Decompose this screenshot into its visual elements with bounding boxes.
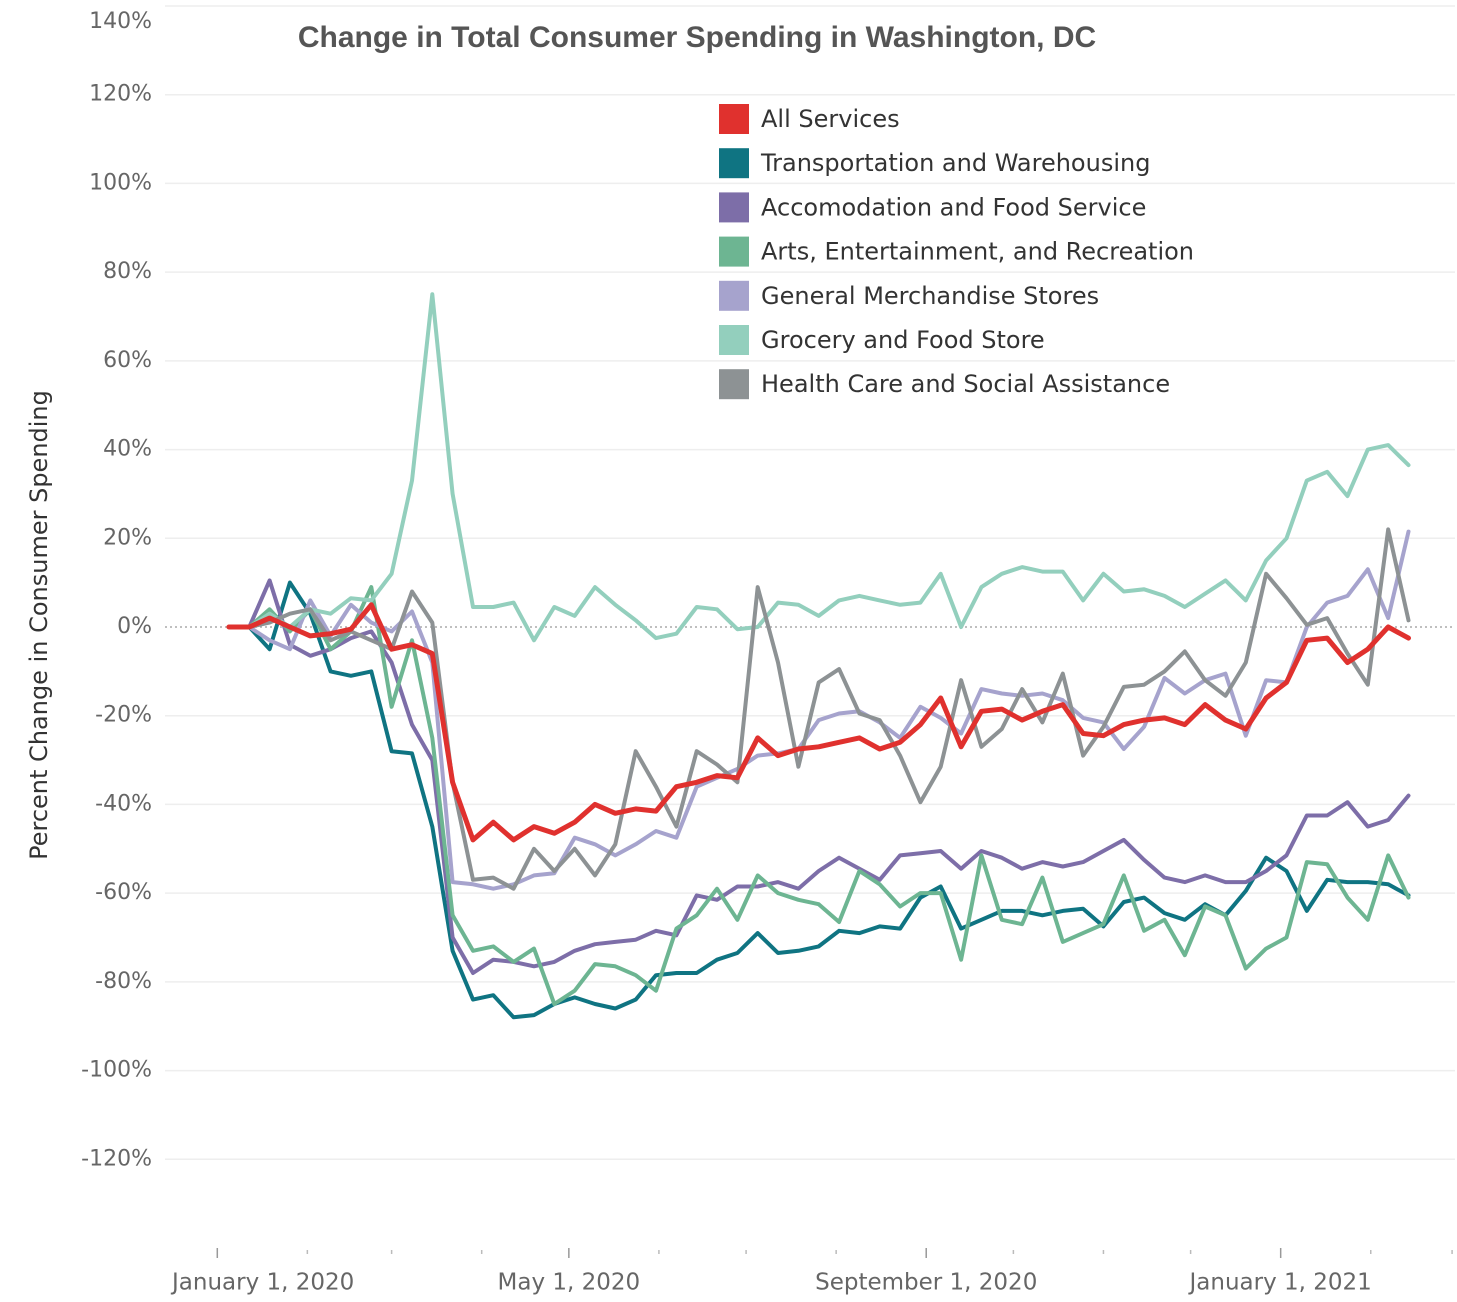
legend-swatch — [719, 369, 749, 400]
legend-label: Grocery and Food Store — [761, 326, 1045, 354]
series-line — [226, 602, 1411, 843]
y-tick-label: 40% — [103, 437, 152, 462]
y-tick-label: -100% — [81, 1058, 152, 1083]
x-tick-label: September 1, 2020 — [815, 1270, 1037, 1296]
y-tick-label: -60% — [95, 880, 152, 905]
legend-swatch — [719, 148, 749, 179]
y-tick-label: 140% — [89, 9, 152, 34]
y-tick-label: 0% — [117, 614, 152, 639]
series-line — [226, 529, 1411, 891]
y-tick-label: 80% — [103, 259, 152, 284]
legend-label: All Services — [761, 105, 900, 133]
chart-title: Change in Total Consumer Spending in Was… — [298, 21, 1096, 54]
legend-label: Transportation and Warehousing — [760, 149, 1150, 177]
series-line — [226, 578, 1411, 975]
legend-label: Accomodation and Food Service — [761, 193, 1146, 221]
series-line — [226, 292, 1411, 643]
legend-swatch — [719, 236, 749, 267]
legend-label: Health Care and Social Assistance — [761, 370, 1170, 398]
x-tick-label: January 1, 2021 — [1188, 1270, 1372, 1296]
y-tick-label: -40% — [95, 791, 152, 816]
legend-swatch — [719, 325, 749, 355]
y-axis-label: Percent Change in Consumer Spending — [25, 390, 53, 860]
y-tick-label: 60% — [103, 348, 152, 373]
y-tick-label: 120% — [89, 82, 152, 107]
x-tick-label: May 1, 2020 — [498, 1270, 641, 1296]
y-tick-label: -80% — [95, 969, 152, 994]
y-tick-label: -20% — [95, 703, 152, 728]
legend-label: General Merchandise Stores — [761, 282, 1099, 310]
legend: All Services Transportation and Warehousi… — [719, 104, 1194, 400]
x-tick-label: January 1, 2020 — [170, 1270, 354, 1296]
legend-swatch — [719, 280, 749, 311]
y-tick-label: 100% — [89, 170, 152, 195]
series-line — [226, 527, 1411, 891]
y-tick-label: -120% — [81, 1146, 152, 1171]
legend-swatch — [719, 192, 749, 223]
y-tick-label: 20% — [103, 525, 152, 550]
series-line — [226, 585, 1411, 1006]
legend-swatch — [719, 104, 749, 134]
legend-label: Arts, Entertainment, and Recreation — [761, 238, 1194, 266]
